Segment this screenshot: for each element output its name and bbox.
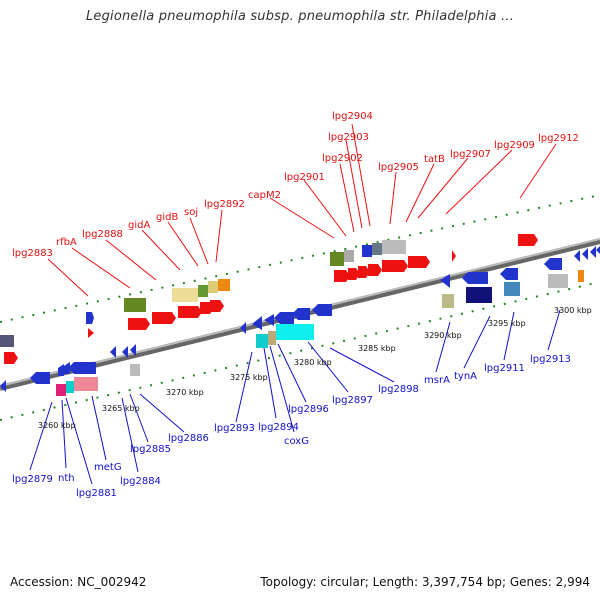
gene-label[interactable]: tatB	[424, 154, 445, 165]
reverse-gene-blocks	[0, 246, 600, 396]
gene-label[interactable]: lpg2894	[258, 422, 299, 433]
gene-label[interactable]: lpg2896	[288, 404, 329, 415]
gene-label[interactable]: lpg2881	[76, 488, 117, 499]
gene-label[interactable]: lpg2885	[130, 444, 171, 455]
genome-summary-text: Topology: circular; Length: 3,397,754 bp…	[260, 575, 590, 589]
gene-label[interactable]: lpg2907	[450, 149, 491, 160]
gene-label[interactable]: nth	[58, 473, 75, 484]
gene-label[interactable]: capM2	[248, 190, 281, 201]
map-title: Legionella pneumophila subsp. pneumophil…	[85, 9, 515, 24]
kbp-label: 3295 kbp	[488, 319, 526, 328]
gene-label[interactable]: lpg2898	[378, 384, 419, 395]
reverse-gene-labels: lpg2879 nth lpg2881 metG lpg2884 lpg2885…	[12, 354, 571, 499]
gene-label[interactable]: tynA	[454, 371, 477, 382]
gene-label[interactable]: lpg2897	[332, 395, 373, 406]
gene-label[interactable]: lpg2902	[322, 153, 363, 164]
kbp-label: 3270 kbp	[166, 388, 204, 397]
gene-label[interactable]: lpg2912	[538, 133, 579, 144]
gene-label[interactable]: lpg2888	[82, 229, 123, 240]
gene-label[interactable]: gidA	[128, 220, 150, 231]
gene-label[interactable]: msrA	[424, 375, 450, 386]
kbp-label: 3265 kbp	[102, 404, 140, 413]
gene-label[interactable]: lpg2913	[530, 354, 571, 365]
gene-label[interactable]: coxG	[284, 436, 309, 447]
gene-label[interactable]: lpg2879	[12, 474, 53, 485]
gene-label[interactable]: lpg2892	[204, 199, 245, 210]
gene-label[interactable]: lpg2886	[168, 433, 209, 444]
kbp-label: 3275 kbp	[230, 373, 268, 382]
reverse-tick-row	[0, 281, 600, 421]
kbp-label: 3280 kbp	[294, 358, 332, 367]
forward-gene-labels: lpg2883 rfbA lpg2888 gidA gidB soj lpg28…	[12, 111, 579, 259]
gene-label[interactable]: gidB	[156, 212, 178, 223]
kbp-scale: 3260 kbp 3265 kbp 3270 kbp 3275 kbp 3280…	[38, 306, 592, 430]
gene-label[interactable]: metG	[94, 462, 122, 473]
gene-label[interactable]: rfbA	[56, 237, 77, 248]
gene-label[interactable]: lpg2901	[284, 172, 325, 183]
forward-gene-blocks	[0, 234, 538, 364]
gene-label[interactable]: lpg2911	[484, 363, 525, 374]
kbp-label: 3290 kbp	[424, 331, 462, 340]
kbp-label: 3285 kbp	[358, 344, 396, 353]
accession-text: Accession: NC_002942	[10, 575, 147, 589]
gene-label[interactable]: soj	[184, 207, 198, 218]
gene-label[interactable]: lpg2909	[494, 140, 535, 151]
gene-label[interactable]: lpg2904	[332, 111, 373, 122]
reverse-leader-lines	[29, 309, 561, 485]
gene-label[interactable]: lpg2893	[214, 423, 255, 434]
kbp-label: 3300 kbp	[554, 306, 592, 315]
gene-label[interactable]: lpg2905	[378, 162, 419, 173]
gene-label[interactable]: lpg2903	[328, 132, 369, 143]
forward-leader-lines	[47, 123, 557, 297]
gene-label[interactable]: lpg2884	[120, 476, 161, 487]
gene-label[interactable]: lpg2883	[12, 248, 53, 259]
kbp-label: 3260 kbp	[38, 421, 76, 430]
forward-tick-row	[0, 194, 600, 323]
